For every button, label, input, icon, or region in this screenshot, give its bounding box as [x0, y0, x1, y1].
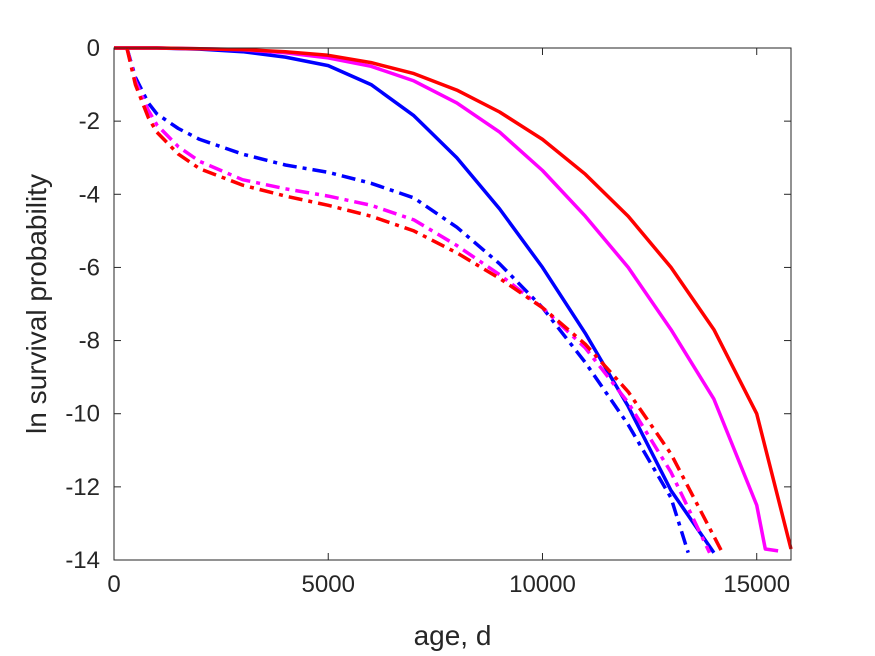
y-tick-label: -4 — [79, 181, 100, 208]
ticks-layer: 0 5000 10000 15000 0 -2 -4 -6 -8 -10 -12 -14 — [65, 35, 791, 598]
series-line-4 — [125, 47, 690, 554]
y-tick-label: -12 — [65, 474, 100, 501]
series-line-6 — [125, 47, 724, 554]
x-tick-label: 15000 — [723, 571, 790, 598]
y-tick-label: -6 — [79, 254, 100, 281]
y-tick-label: -10 — [65, 401, 100, 428]
x-tick-label: 5000 — [302, 571, 355, 598]
plot-area — [114, 48, 791, 560]
plot-background — [114, 48, 791, 560]
y-axis-label: ln survival probability — [21, 174, 52, 434]
x-tick-label: 0 — [107, 571, 120, 598]
y-tick-label: -2 — [79, 108, 100, 135]
series-line-5 — [125, 47, 712, 554]
y-tick-label: 0 — [87, 35, 100, 62]
y-tick-label: -8 — [79, 328, 100, 355]
series-layer — [114, 46, 793, 554]
x-axis-label: age, d — [414, 620, 492, 651]
x-tick-label: 10000 — [509, 571, 576, 598]
series-line-3 — [114, 46, 793, 550]
plot-frame — [113, 47, 792, 561]
y-tick-label: -14 — [65, 547, 100, 574]
